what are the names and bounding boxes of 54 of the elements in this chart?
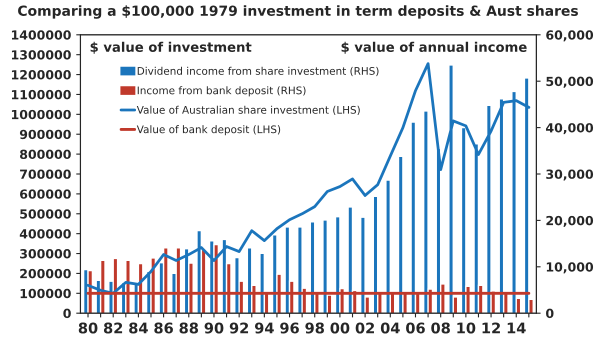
x-tick-label: 94 <box>254 322 274 334</box>
legend-label: Value of Australian share investment (LHS) <box>136 106 360 116</box>
bar <box>410 121 416 314</box>
y-tick-label: 1400000 <box>12 30 71 40</box>
y2-tick-label: 20,000 <box>546 216 594 227</box>
y-tick-label: 1300000 <box>12 50 71 60</box>
x-tick-label: 92 <box>230 322 248 334</box>
legend-label: Value of bank deposit (LHS) <box>136 125 280 136</box>
bar <box>398 156 404 314</box>
x-tick-label: 02 <box>356 322 374 334</box>
y2-tick-label: 30,000 <box>546 169 594 181</box>
x-tick-label: 86 <box>154 322 173 334</box>
y2-tick-label: 10,000 <box>546 262 594 274</box>
y-tick-label: 600000 <box>20 189 71 199</box>
y2-tick-label: 0 <box>546 308 554 318</box>
x-tick-label: 98 <box>305 322 324 334</box>
legend-label: Dividend income from share investment (RHS) <box>138 66 378 76</box>
y-tick-label: 400000 <box>20 229 71 239</box>
y-tick-label: 800000 <box>20 150 71 160</box>
annotation: $ value of annual income <box>342 42 527 54</box>
y-tick-label: 500000 <box>20 209 71 219</box>
x-tick-label: 80 <box>78 322 98 334</box>
y-tick-label: 0 <box>63 308 71 318</box>
bar <box>322 219 328 314</box>
y2-tick-label: 40,000 <box>546 123 594 134</box>
y-tick-label: 900000 <box>20 130 71 140</box>
bar <box>360 216 366 314</box>
y2-tick-label: 50,000 <box>546 76 594 88</box>
x-tick-label: 12 <box>482 322 500 334</box>
y2-tick-label: 60,000 <box>546 30 594 42</box>
x-tick-label: 82 <box>104 322 122 334</box>
x-tick-label: 84 <box>129 322 148 334</box>
y-tick-label: 700000 <box>20 169 71 179</box>
y-tick-label: 1000000 <box>12 110 71 120</box>
y-tick-label: 200000 <box>20 268 71 278</box>
bar <box>297 226 303 314</box>
annotation: $ value of investment <box>90 42 252 54</box>
y-tick-label: 100000 <box>20 288 71 298</box>
x-tick-label: 08 <box>431 322 450 334</box>
chart-title: Comparing a $100,000 1979 investment in term deposits & Aust shares <box>18 5 578 19</box>
x-tick-label: 96 <box>280 322 299 334</box>
bar <box>259 252 266 314</box>
x-tick-label: 88 <box>180 322 198 334</box>
x-tick-label: 00 <box>330 322 350 334</box>
x-tick-label: 04 <box>380 322 400 334</box>
x-tick-label: 90 <box>204 322 224 334</box>
bar <box>422 110 429 314</box>
y-tick-label: 1100000 <box>12 90 71 100</box>
x-tick-label: 06 <box>406 322 425 334</box>
y-tick-label: 1200000 <box>12 70 71 80</box>
x-tick-label: 14 <box>508 322 526 334</box>
x-tick-label: 10 <box>457 322 476 334</box>
y-tick-label: 300000 <box>20 249 71 258</box>
legend-label: Income from bank deposit (RHS) <box>138 86 306 96</box>
